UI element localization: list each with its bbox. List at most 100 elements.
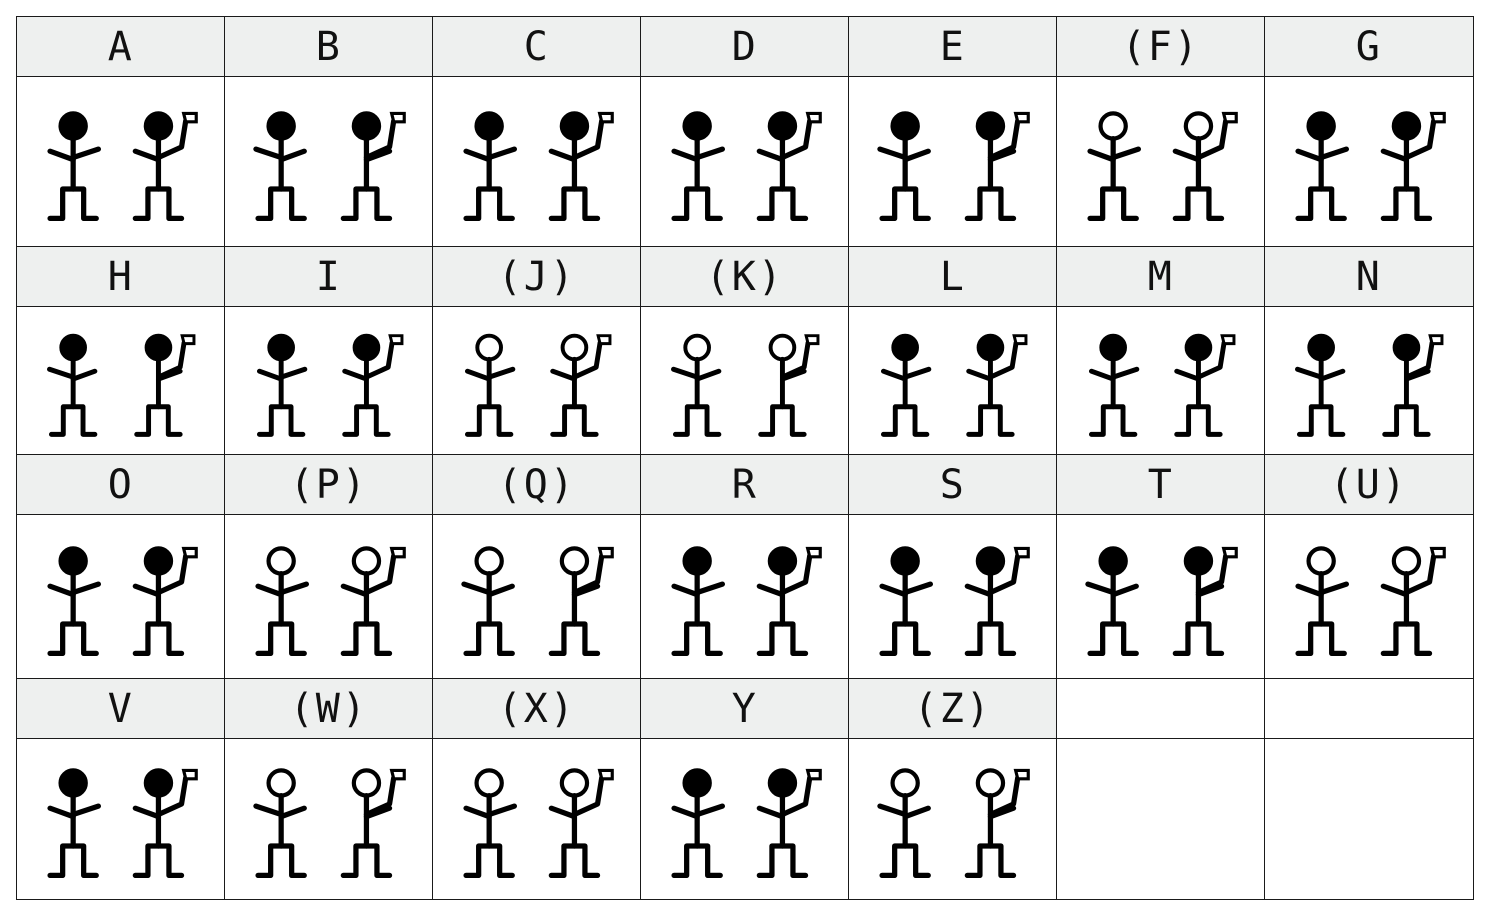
letter-label: S — [939, 461, 966, 508]
dancing-man-figure — [1380, 546, 1446, 657]
dancing-man-figure — [1085, 546, 1139, 657]
letter-label: L — [939, 253, 966, 300]
letter-header: D — [640, 16, 850, 78]
letter-header: S — [848, 454, 1058, 516]
dancing-man-figure — [966, 333, 1028, 437]
letter-header: (P) — [224, 454, 434, 516]
dancing-man-figure — [253, 768, 307, 879]
dancing-men-pair — [47, 111, 198, 222]
dancing-man-figure — [756, 546, 822, 657]
letter-label: G — [1355, 23, 1382, 70]
dancing-men-pair — [463, 768, 614, 879]
dancing-man-figure — [340, 768, 406, 879]
letter-label: (W) — [289, 685, 368, 732]
letter-header: I — [224, 246, 434, 308]
dancing-man-figure — [671, 333, 722, 437]
dancing-man-figure — [132, 546, 198, 657]
letter-header: O — [16, 454, 226, 516]
dancing-man-figure — [47, 111, 101, 222]
dancing-man-figure — [1174, 333, 1236, 437]
letter-label: O — [107, 461, 134, 508]
dancing-man-figure — [256, 333, 308, 437]
figure-cell — [432, 76, 642, 248]
dancing-man-figure — [1295, 546, 1349, 657]
dancing-men-pair — [47, 768, 198, 879]
dancing-men-pair — [256, 333, 404, 437]
dancing-man-figure — [964, 111, 1030, 222]
dancing-men-pair — [880, 333, 1028, 437]
figure-cell — [16, 76, 226, 248]
letter-label: N — [1355, 253, 1382, 300]
dancing-man-figure — [964, 768, 1030, 879]
dancing-man-figure — [1172, 111, 1238, 222]
letter-label: (K) — [705, 253, 784, 300]
letter-header: C — [432, 16, 642, 78]
letter-label: C — [523, 23, 550, 70]
figure-cell — [16, 738, 226, 900]
dancing-man-figure — [340, 546, 406, 657]
dancing-men-pair — [47, 333, 196, 437]
figure-cell — [640, 306, 850, 456]
letter-label: (Q) — [497, 461, 576, 508]
empty-header — [1056, 678, 1266, 740]
dancing-men-pair — [877, 111, 1030, 222]
dancing-men-pair — [671, 546, 822, 657]
dancing-man-figure — [47, 546, 101, 657]
letter-label: A — [107, 23, 134, 70]
letter-label: (Z) — [913, 685, 992, 732]
dancing-men-pair — [671, 333, 820, 437]
figure-cell — [224, 306, 434, 456]
figure-cell — [1056, 514, 1266, 680]
letter-label: E — [939, 23, 966, 70]
dancing-man-figure — [1382, 333, 1444, 437]
letter-label: Y — [731, 685, 758, 732]
dancing-man-figure — [550, 333, 612, 437]
dancing-man-figure — [340, 111, 406, 222]
dancing-man-figure — [880, 333, 932, 437]
letter-header: A — [16, 16, 226, 78]
dancing-man-figure — [548, 546, 614, 657]
dancing-man-figure — [463, 111, 517, 222]
dancing-man-figure — [134, 333, 196, 437]
dancing-man-figure — [1380, 111, 1446, 222]
letter-label: R — [731, 461, 758, 508]
figure-cell — [1264, 514, 1474, 680]
letter-header: V — [16, 678, 226, 740]
figure-cell — [1264, 76, 1474, 248]
letter-header: (Q) — [432, 454, 642, 516]
letter-label: V — [107, 685, 134, 732]
dancing-men-pair — [461, 546, 614, 657]
dancing-men-pair — [253, 768, 406, 879]
dancing-man-figure — [758, 333, 820, 437]
letter-label: T — [1147, 461, 1174, 508]
letter-header: (Z) — [848, 678, 1058, 740]
letter-label: (U) — [1329, 461, 1408, 508]
letter-header: (J) — [432, 246, 642, 308]
dancing-man-figure — [879, 546, 933, 657]
letter-label: H — [107, 253, 134, 300]
dancing-man-figure — [1295, 333, 1346, 437]
figure-cell — [640, 738, 850, 900]
dancing-men-pair — [1295, 333, 1444, 437]
dancing-man-figure — [671, 111, 725, 222]
letter-label: (J) — [497, 253, 576, 300]
dancing-man-figure — [671, 546, 725, 657]
letter-header: E — [848, 16, 1058, 78]
figure-cell — [16, 514, 226, 680]
letter-header: (X) — [432, 678, 642, 740]
figure-cell — [432, 306, 642, 456]
dancing-man-figure — [47, 333, 98, 437]
figure-cell — [640, 514, 850, 680]
letter-header: H — [16, 246, 226, 308]
dancing-men-pair — [879, 546, 1030, 657]
figure-cell — [1264, 306, 1474, 456]
letter-header: B — [224, 16, 434, 78]
dancing-man-figure — [671, 768, 725, 879]
letter-header: G — [1264, 16, 1474, 78]
dancing-man-figure — [464, 333, 516, 437]
letter-label: I — [315, 253, 342, 300]
letter-header: L — [848, 246, 1058, 308]
letter-header: (U) — [1264, 454, 1474, 516]
figure-cell — [1056, 306, 1266, 456]
dancing-man-figure — [132, 768, 198, 879]
